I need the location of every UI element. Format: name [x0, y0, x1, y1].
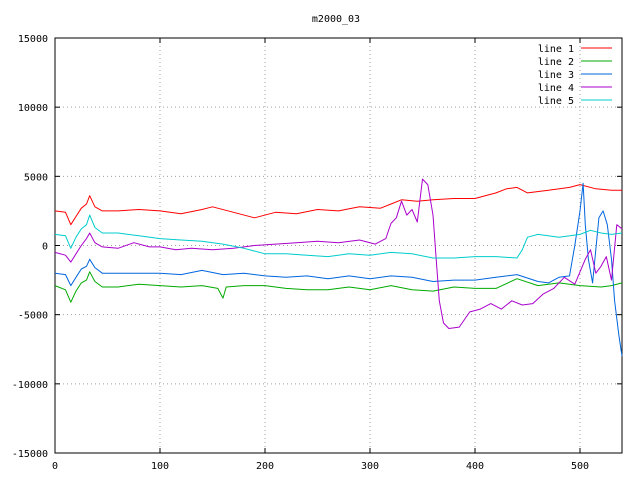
legend-label: line 4: [538, 83, 574, 94]
x-tick-label: 200: [256, 461, 274, 472]
x-tick-label: 300: [361, 461, 379, 472]
axes: -15000 -10000 -5000 0 5000 10000 15000 0 100 200 3…: [12, 34, 623, 472]
series-line-2: [54, 271, 623, 303]
x-tick-label: 100: [151, 461, 169, 472]
legend: line 1 line 2 line 3 line 4 line 5: [538, 44, 612, 107]
series-line-1: [54, 184, 622, 226]
x-tick-label: 500: [571, 461, 589, 472]
y-tick-label: -10000: [12, 380, 48, 391]
legend-label: line 2: [538, 57, 574, 68]
y-tick-label: -15000: [12, 449, 48, 460]
y-tick-label: -5000: [18, 311, 48, 322]
series-line-4: [54, 178, 623, 329]
y-tick-label: 0: [42, 242, 48, 253]
y-tick-label: 10000: [18, 103, 48, 114]
grid-lines: [55, 38, 622, 453]
x-tick-label: 400: [466, 461, 484, 472]
legend-label: line 5: [538, 96, 574, 107]
y-tick-label: 15000: [18, 34, 48, 45]
chart-title: m2000_03: [312, 14, 360, 25]
legend-label: line 1: [538, 44, 574, 55]
legend-label: line 3: [538, 70, 574, 81]
series-lines: [54, 178, 623, 357]
y-tick-label: 5000: [24, 172, 48, 183]
series-line-5: [54, 214, 623, 259]
x-tick-label: 0: [52, 461, 58, 472]
series-line-3: [54, 182, 623, 357]
